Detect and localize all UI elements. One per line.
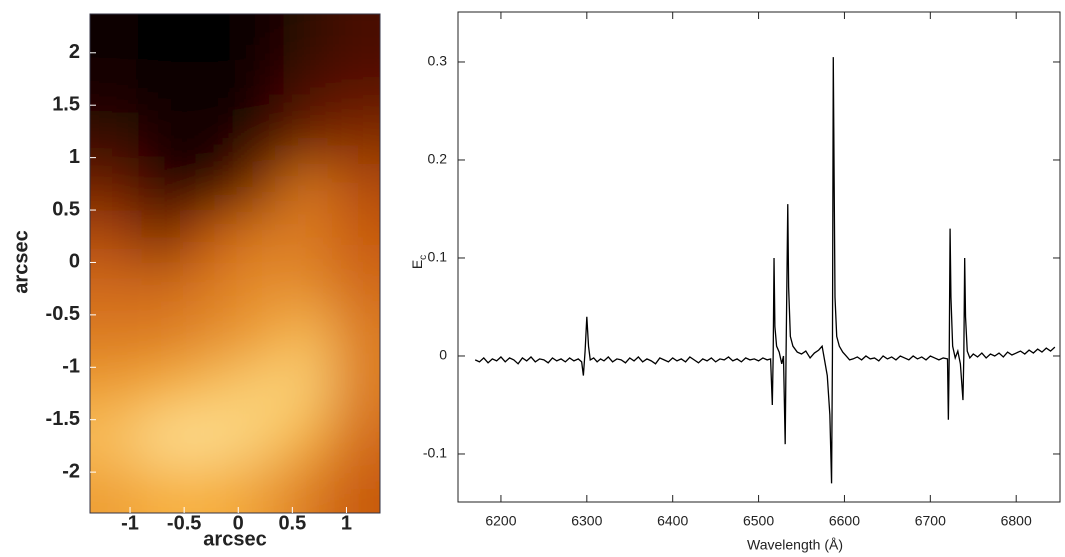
y-tick-label: -1: [62, 356, 80, 378]
heatmap-cell: [283, 164, 333, 216]
x-tick-label: 6500: [743, 513, 774, 529]
heatmap-cell: [235, 14, 286, 66]
heatmap-cell: [187, 164, 237, 216]
y-axis-label-sub: c: [418, 255, 429, 260]
heatmap-cell: [138, 14, 188, 66]
heatmap-cell: [90, 113, 139, 165]
heatmap-cell: [235, 164, 286, 216]
heatmap-cell: [235, 213, 286, 265]
y-tick-label: -0.5: [46, 303, 80, 325]
x-axis-label: Wavelength (Å): [747, 537, 843, 553]
heatmap-cell: [235, 312, 286, 364]
heatmap-cell: [138, 413, 188, 465]
heatmap-cell: [283, 113, 333, 165]
x-tick-label: 6300: [571, 513, 602, 529]
heatmap-cell: [90, 312, 139, 364]
y-tick-label: 0.3: [428, 53, 448, 69]
heatmap-cell: [187, 363, 237, 415]
heatmap-cell: [332, 263, 380, 315]
y-tick-label: 0.5: [52, 198, 80, 220]
heatmap-cell: [235, 63, 286, 115]
heatmap-cell: [283, 63, 333, 115]
heatmap-cell: [332, 213, 380, 265]
heatmap-cell: [332, 413, 380, 465]
x-tick-label: 0.5: [278, 512, 306, 534]
x-tick-label: -1: [121, 512, 139, 534]
heatmap-cell: [187, 312, 237, 364]
y-tick-label: -0.1: [423, 445, 447, 461]
x-tick-label: 6400: [657, 513, 688, 529]
heatmap-cell: [235, 113, 286, 165]
heatmap-cell: [138, 63, 188, 115]
y-tick-label: 0: [69, 251, 80, 273]
y-tick-label: -1.5: [46, 408, 80, 430]
y-tick-label: 2: [69, 41, 80, 63]
heatmap-cell: [187, 63, 237, 115]
heatmap-cell: [332, 462, 380, 513]
heatmap-cell: [138, 113, 188, 165]
heatmap-cell: [138, 462, 188, 513]
heatmap-cell: [187, 263, 237, 315]
heatmap-cell: [90, 14, 139, 66]
heatmap-area: [90, 14, 380, 513]
y-tick-label: 1.5: [52, 93, 80, 115]
heatmap-cell: [235, 363, 286, 415]
heatmap-cell: [187, 462, 237, 513]
x-tick-label: 0: [233, 512, 244, 534]
x-tick-label: 6800: [1001, 513, 1032, 529]
heatmap-cell: [332, 363, 380, 415]
heatmap-cell: [283, 213, 333, 265]
x-tick-label: -0.5: [167, 512, 201, 534]
heatmap-cell: [90, 63, 139, 115]
heatmap-cell: [283, 462, 333, 513]
heatmap-cell: [187, 14, 237, 66]
y-tick-label: -2: [62, 460, 80, 482]
heatmap-cell: [138, 164, 188, 216]
x-axis-label: arcsec: [203, 528, 266, 550]
plot-frame: [457, 11, 1061, 503]
heatmap-cell: [187, 413, 237, 465]
heatmap-cell: [90, 213, 139, 265]
x-tick-label: 6600: [829, 513, 860, 529]
heatmap-cell: [90, 462, 139, 513]
heatmap-cell: [332, 14, 380, 66]
x-tick-label: 1: [341, 512, 352, 534]
heatmap-frame: [89, 13, 381, 514]
y-axis-label: arcsec: [10, 230, 32, 293]
y-axis-label: Ec: [409, 255, 429, 269]
heatmap-cell: [90, 263, 139, 315]
y-tick-label: 0.1: [428, 249, 448, 265]
heatmap-cell: [138, 363, 188, 415]
heatmap-cell: [283, 263, 333, 315]
heatmap-cell: [332, 63, 380, 115]
y-axis-label-main: E: [409, 260, 425, 269]
heatmap-cell: [283, 413, 333, 465]
y-tick-label: 1: [69, 146, 80, 168]
heatmap-cell: [138, 263, 188, 315]
heatmap-cell: [332, 164, 380, 216]
heatmap-cell: [332, 113, 380, 165]
heatmap-cell: [187, 113, 237, 165]
heatmap-cell: [90, 363, 139, 415]
heatmap-cell: [235, 462, 286, 513]
y-tick-label: 0.2: [428, 151, 448, 167]
heatmap-cell: [138, 213, 188, 265]
heatmap-cell: [187, 213, 237, 265]
x-tick-label: 6700: [915, 513, 946, 529]
heatmap-cell: [283, 14, 333, 66]
x-tick-label: 6200: [485, 513, 516, 529]
heatmap-cell: [235, 413, 286, 465]
heatmap-cell: [90, 164, 139, 216]
heatmap-cell: [90, 413, 139, 465]
heatmap-cell: [332, 312, 380, 364]
heatmap-cell: [138, 312, 188, 364]
heatmap-cell: [235, 263, 286, 315]
heatmap-cell: [283, 363, 333, 415]
spectrum-line: [474, 57, 1056, 484]
heatmap-cells: [90, 14, 380, 513]
heatmap-cell: [283, 312, 333, 364]
y-tick-label: 0: [439, 347, 447, 363]
